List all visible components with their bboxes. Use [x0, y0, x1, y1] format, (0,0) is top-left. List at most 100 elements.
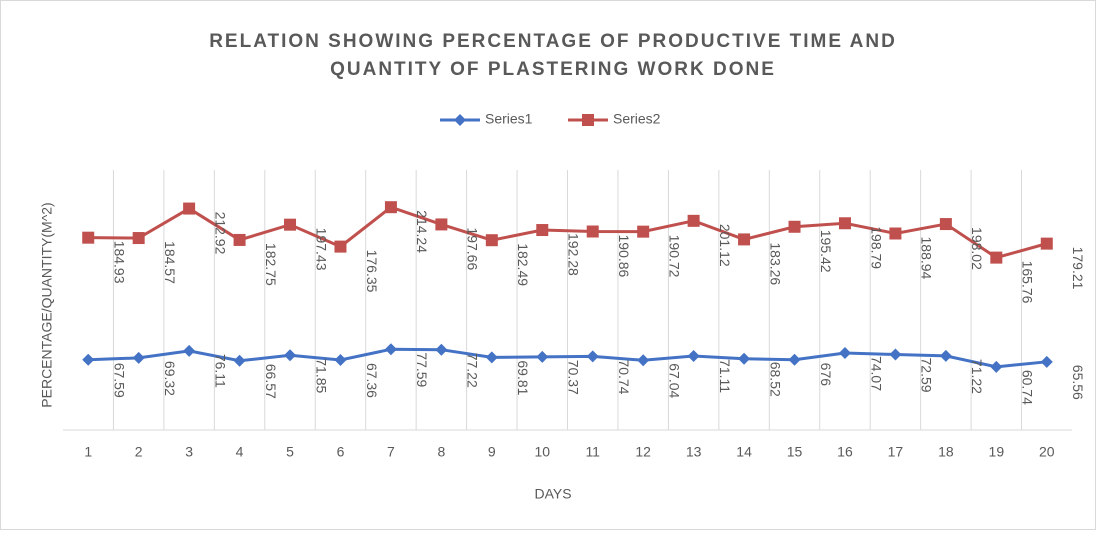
data-point — [435, 218, 448, 231]
data-point — [334, 240, 347, 253]
data-label: 67.59 — [112, 363, 128, 398]
x-tick-label: 12 — [635, 444, 651, 460]
data-label: 184.93 — [112, 241, 128, 284]
x-tick-label: 11 — [585, 444, 600, 460]
data-point — [384, 343, 397, 356]
data-label: 197.43 — [313, 228, 329, 271]
data-label: 70.74 — [616, 359, 632, 394]
data-label: 183.26 — [767, 242, 783, 285]
data-point — [82, 353, 95, 366]
data-label: 66.57 — [263, 364, 279, 399]
data-label: 60.74 — [1020, 370, 1036, 405]
data-label: 190.86 — [616, 235, 632, 278]
data-point — [838, 217, 851, 230]
x-tick-label: 6 — [337, 444, 345, 460]
data-label: 176.35 — [364, 250, 380, 293]
data-point — [838, 346, 851, 359]
data-point — [738, 352, 751, 365]
data-label: 76.11 — [212, 354, 228, 388]
chart-title: QUANTITY OF PLASTERING WORK DONE — [330, 59, 776, 80]
data-label: 71.11 — [717, 359, 733, 393]
data-label: 165.76 — [1020, 261, 1036, 304]
data-label: 198.79 — [868, 226, 884, 269]
legend-marker — [454, 114, 466, 126]
data-label: 68.52 — [767, 362, 783, 397]
data-point — [738, 233, 751, 246]
data-label: 201.12 — [717, 224, 733, 267]
data-label: 70.37 — [566, 360, 582, 395]
data-point — [1040, 355, 1053, 368]
data-label: 179.21 — [1070, 247, 1086, 290]
data-point — [687, 214, 700, 227]
data-label: 195.42 — [818, 230, 834, 273]
x-tick-label: 19 — [989, 444, 1005, 460]
data-label: 67.36 — [364, 363, 380, 398]
x-tick-label: 14 — [736, 444, 752, 460]
data-point — [1040, 237, 1053, 250]
data-point — [284, 349, 297, 362]
data-point — [82, 231, 95, 244]
data-point — [536, 224, 549, 237]
data-point — [939, 218, 952, 231]
data-point — [183, 344, 196, 357]
data-point — [788, 353, 801, 366]
data-point — [889, 348, 902, 361]
x-tick-label: 16 — [837, 444, 853, 460]
chart-title: RELATION SHOWING PERCENTAGE OF PRODUCTIV… — [209, 31, 897, 52]
legend-label: Series2 — [613, 111, 661, 127]
data-label: 184.57 — [162, 241, 178, 284]
data-point — [183, 202, 196, 215]
data-label: 197.66 — [465, 227, 481, 270]
data-point — [485, 234, 498, 247]
data-point — [889, 227, 902, 240]
data-point — [233, 354, 246, 367]
x-tick-label: 9 — [488, 444, 496, 460]
data-label: 71.22 — [969, 359, 985, 394]
x-tick-label: 5 — [286, 444, 294, 460]
data-point — [233, 233, 246, 246]
x-tick-label: 7 — [387, 444, 395, 460]
data-point — [586, 225, 599, 238]
data-point — [334, 353, 347, 366]
x-tick-label: 17 — [888, 444, 904, 460]
data-label: 74.07 — [868, 356, 884, 391]
y-axis-label: PERCENTAGE/QUANTITY(M^2) — [39, 202, 55, 407]
data-label: 69.32 — [162, 361, 178, 396]
data-label: 71.85 — [313, 358, 329, 393]
data-point — [939, 349, 952, 362]
data-label: 192.28 — [566, 233, 582, 276]
data-label: 77.22 — [465, 353, 481, 388]
legend-label: Series1 — [485, 111, 533, 127]
data-label: 676 — [818, 363, 834, 387]
data-label: 182.49 — [515, 243, 531, 286]
x-axis-label: DAYS — [534, 486, 571, 502]
series-line — [88, 205, 1048, 260]
data-label: 65.56 — [1070, 365, 1086, 400]
data-point — [485, 351, 498, 364]
data-point — [132, 351, 145, 364]
data-point — [788, 220, 801, 233]
data-label: 214.24 — [414, 210, 430, 253]
data-label: 190.72 — [666, 235, 682, 278]
data-point — [687, 350, 700, 363]
data-label: 69.81 — [515, 360, 531, 395]
data-point — [637, 354, 650, 367]
x-tick-label: 15 — [787, 444, 803, 460]
x-tick-label: 18 — [938, 444, 954, 460]
data-point — [637, 225, 650, 238]
x-tick-label: 10 — [534, 444, 550, 460]
data-label: 198.02 — [969, 227, 985, 270]
x-tick-label: 20 — [1039, 444, 1055, 460]
x-tick-label: 4 — [236, 444, 244, 460]
data-label: 212.92 — [212, 212, 228, 255]
data-label: 77.59 — [414, 352, 430, 387]
data-point — [586, 350, 599, 363]
series-line — [88, 347, 1047, 369]
data-label: 182.75 — [263, 243, 279, 286]
data-point — [384, 201, 397, 214]
legend-marker — [582, 114, 594, 126]
data-point — [990, 360, 1003, 373]
x-tick-label: 1 — [84, 444, 92, 460]
